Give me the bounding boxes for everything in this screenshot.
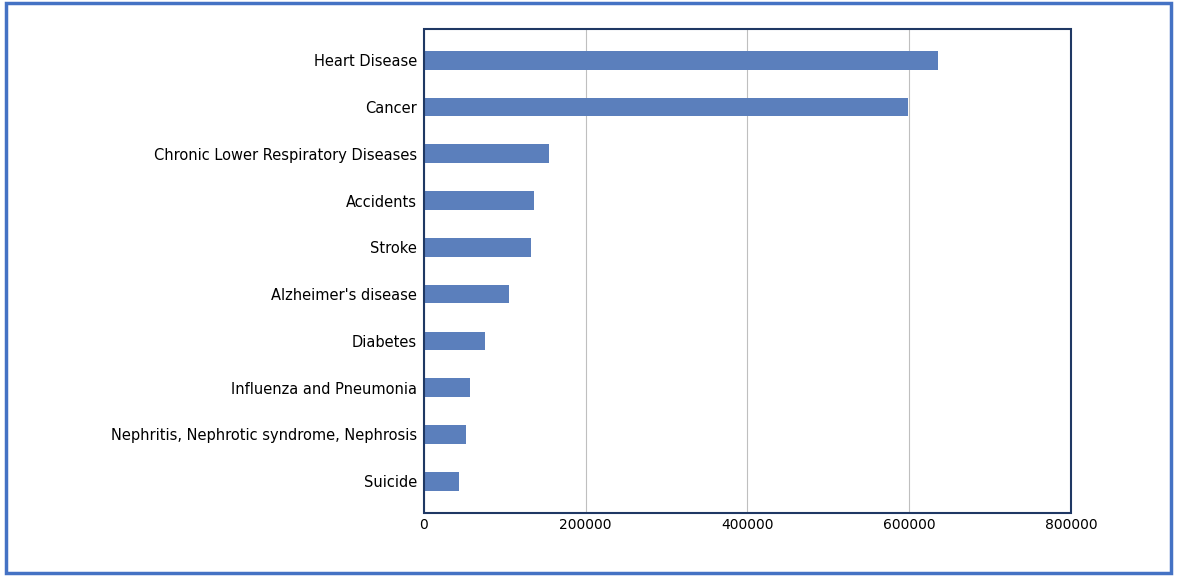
Bar	[424, 425, 466, 444]
Bar	[424, 472, 459, 491]
Bar	[424, 97, 907, 116]
Bar	[424, 378, 470, 397]
Bar	[424, 332, 485, 350]
Bar	[424, 145, 550, 163]
Bar	[424, 238, 532, 257]
Bar	[424, 191, 534, 210]
Bar	[424, 51, 938, 70]
Bar	[424, 285, 508, 304]
